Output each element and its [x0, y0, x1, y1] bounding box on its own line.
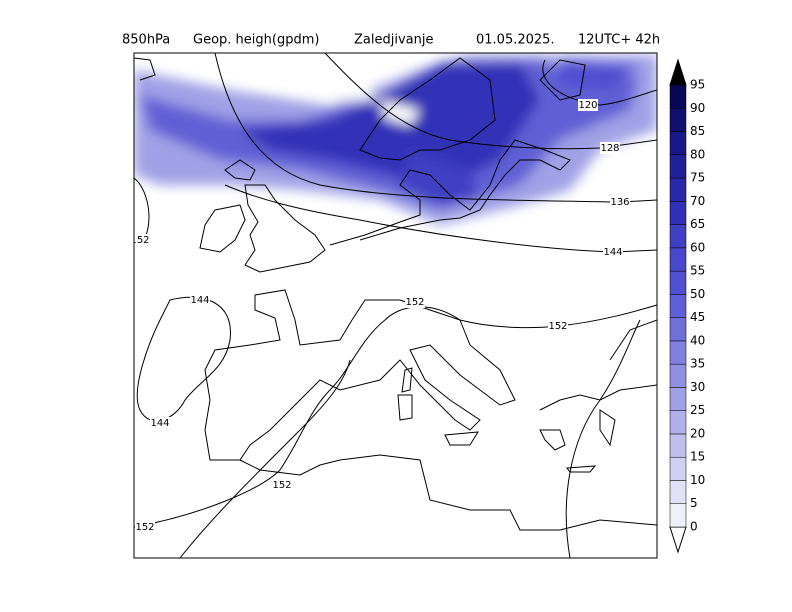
colorbar-tick-label: 50 — [690, 287, 705, 301]
colorbar-box — [669, 340, 687, 365]
shading — [134, 55, 657, 225]
colorbar-tick-label: 90 — [690, 101, 705, 115]
contour-label-bg — [272, 479, 292, 491]
colorbar-tick-label: 35 — [690, 357, 705, 371]
contour-label-bg — [135, 521, 155, 533]
colorbar-box — [669, 247, 687, 272]
level: 850hPa — [122, 33, 170, 48]
time: 12UTC+ 42h — [578, 33, 660, 48]
colorbar-box — [669, 363, 687, 388]
contour-label-bg — [405, 296, 425, 308]
colorbar-box — [669, 108, 687, 132]
colorbar-tick-label: 75 — [690, 171, 705, 185]
colorbar-box — [669, 294, 687, 318]
colorbar-tick-label: 0 — [690, 520, 698, 534]
colorbar-box — [669, 224, 687, 249]
colorbar-box — [669, 317, 687, 342]
contours — [134, 53, 657, 558]
contour-label: 152 — [135, 522, 154, 533]
colorbar-tick-label: 5 — [690, 496, 698, 510]
colorbar-tick-label: 25 — [690, 403, 705, 417]
colorbar-box — [669, 480, 687, 504]
contour-label-bg — [603, 246, 623, 258]
colorbar-tick-label: 10 — [690, 473, 705, 487]
colorbar-over — [669, 58, 687, 86]
contour-label-bg — [578, 99, 598, 111]
colorbar-tick-label: 45 — [690, 310, 705, 324]
colorbar-box — [669, 177, 687, 202]
header: 850hPa Geop. heigh(gpdm) Zaledjivanje 01… — [122, 33, 660, 48]
colorbar-tick-label: 85 — [690, 124, 705, 138]
colorbar-box — [669, 84, 687, 109]
colorbar-tick-label: 30 — [690, 380, 705, 394]
contour-label: 152 — [272, 480, 291, 491]
field: Geop. heigh(gpdm) — [193, 33, 319, 48]
contour-label-bg — [134, 234, 150, 246]
colorbar-tick-label: 20 — [690, 426, 705, 440]
map-frame — [133, 52, 658, 559]
colorbar-box — [669, 387, 687, 411]
colorbar-box — [669, 131, 687, 156]
colorbar-tick-label: 55 — [690, 264, 705, 278]
colorbar-tick-label: 80 — [690, 147, 705, 161]
colorbar-box — [669, 433, 687, 458]
colorbar-tick-label: 65 — [690, 217, 705, 231]
colorbar-box — [669, 456, 687, 481]
colorbar: 0 5 10 15 20 25 30 35 40 45 50 55 60 65 70 75 80 85 90 95 — [669, 58, 705, 554]
contour-label: 152 — [130, 235, 149, 246]
map-area: 120 128 136 144 144 144 152 152 152 152 152 — [130, 53, 657, 558]
contour-label: 144 — [150, 418, 169, 429]
contour-label: 120 — [578, 100, 597, 111]
product: Zaledjivanje — [354, 33, 433, 48]
colorbar-tick-label: 95 — [690, 78, 705, 92]
contour-label: 152 — [405, 297, 424, 308]
colorbar-box — [669, 154, 687, 179]
contour-label-bg — [600, 142, 620, 154]
colorbar-tick-label: 15 — [690, 450, 705, 464]
colorbar-tick-label: 40 — [690, 333, 705, 347]
date: 01.05.2025. — [476, 33, 555, 48]
colorbar-under — [669, 526, 687, 554]
contour-label: 152 — [548, 321, 567, 332]
contour-label-bg — [548, 320, 568, 332]
colorbar-tick-label: 60 — [690, 240, 705, 254]
contour-label: 144 — [603, 247, 622, 258]
contour-label: 136 — [610, 197, 629, 208]
colorbar-box — [669, 503, 687, 528]
contour-label: 128 — [600, 143, 619, 154]
contour-label: 144 — [190, 295, 209, 306]
colorbar-tick-label: 70 — [690, 194, 705, 208]
colorbar-box — [669, 410, 687, 435]
contour-label-bg — [610, 196, 630, 208]
contour-label-bg — [190, 294, 210, 306]
colorbar-box — [669, 201, 687, 225]
contour-labels: 120 128 136 144 144 144 152 152 152 152 152 — [130, 99, 630, 533]
colorbar-box — [669, 270, 687, 295]
contour-label-bg — [150, 417, 170, 429]
